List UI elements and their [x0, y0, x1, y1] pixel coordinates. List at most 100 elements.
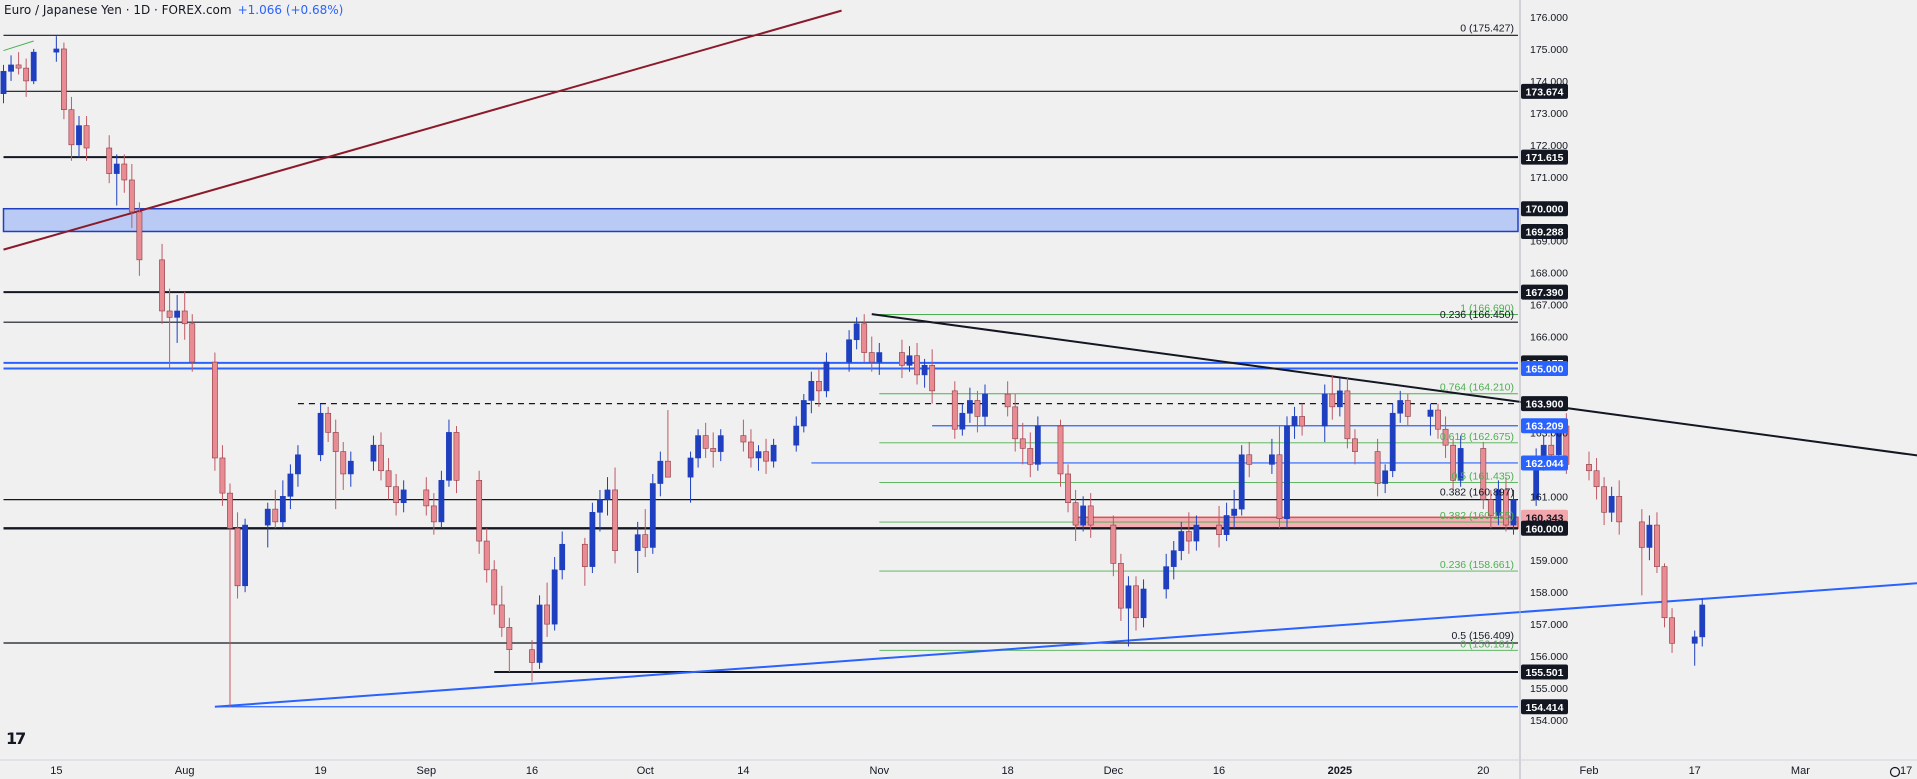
candle-body-86: [906, 355, 913, 366]
candle-body-122: [1284, 425, 1290, 519]
candle-body-18: [181, 310, 188, 325]
candle-body-100: [1057, 425, 1064, 475]
candle-body-76: [800, 400, 807, 427]
candle-body-104: [1087, 505, 1094, 526]
candle-body-85: [899, 352, 905, 366]
candle-body-147: [1548, 444, 1555, 456]
candle-body-7: [68, 109, 75, 146]
candle-body-38: [393, 486, 399, 504]
candle-body-91: [959, 412, 966, 430]
price-label-box-6: [1521, 361, 1568, 376]
candle-body-47: [491, 569, 498, 606]
candle-body-48: [498, 604, 505, 628]
candle-body-22: [227, 492, 233, 529]
candle-body-42: [438, 480, 445, 523]
candle-body-54: [559, 543, 566, 571]
x-tick-label-7: Nov: [870, 765, 890, 777]
candle-body-28: [287, 473, 294, 497]
x-tick-label-0: 15: [50, 765, 62, 777]
candle-body-23: [234, 527, 241, 587]
candle-body-99: [1034, 425, 1041, 465]
candle-body-40: [423, 489, 430, 507]
candle-body-111: [1170, 550, 1177, 567]
y-tick-label-15: 161.000: [1530, 491, 1568, 503]
candle-body-110: [1163, 566, 1170, 590]
candle-body-0: [0, 71, 7, 94]
candle-body-3: [23, 67, 30, 82]
candle-body-56: [589, 511, 596, 567]
candle-body-57: [597, 499, 603, 513]
candle-body-80: [846, 339, 852, 363]
x-tick-label-15: Mar: [1791, 765, 1810, 777]
candle-body-15: [159, 259, 165, 312]
y-tick-label-0: 176.000: [1530, 12, 1568, 24]
y-tick-label-20: 156.000: [1530, 651, 1568, 663]
candle-body-53: [551, 569, 558, 625]
symbol-title: Euro / Japanese Yen · 1D · FOREX.com: [4, 3, 232, 17]
candle-body-140: [1480, 448, 1487, 500]
blue-zone: [2, 207, 1519, 233]
x-tick-label-14: 17: [1689, 765, 1701, 777]
price-label-box-8: [1521, 418, 1568, 434]
candle-body-114: [1193, 524, 1200, 542]
x-tick-label-1: Aug: [175, 765, 195, 777]
fib-level-label-0: 1 (166.690): [1460, 302, 1514, 314]
candle-body-36: [378, 444, 384, 472]
candle-body-105: [1110, 524, 1117, 564]
candle-body-109: [1140, 588, 1147, 619]
candle-body-81: [853, 323, 860, 341]
fib-level-label-5: 0.236 (158.661): [1440, 559, 1514, 571]
candle-body-1: [8, 64, 14, 72]
level-label-1: 0.236 (166.450): [1440, 309, 1514, 321]
y-tick-label-19: 157.000: [1530, 619, 1568, 631]
candle-body-120: [1269, 454, 1275, 465]
candle-body-75: [793, 425, 800, 446]
candle-body-95: [1004, 393, 1011, 408]
candle-body-77: [808, 380, 815, 401]
candle-body-41: [430, 505, 437, 523]
price-label-box-9: [1521, 455, 1568, 471]
price-label-box-1: [1521, 149, 1568, 165]
candle-body-115: [1216, 524, 1222, 535]
candle-body-68: [710, 448, 717, 452]
candle-body-69: [717, 435, 724, 452]
price-label-7: 163.900: [1526, 399, 1564, 411]
candle-body-82: [861, 323, 868, 353]
candle-body-19: [189, 323, 196, 363]
price-label-6: 165.000: [1526, 364, 1564, 376]
candle-body-29: [295, 454, 301, 475]
candle-body-132: [1389, 412, 1396, 472]
tradingview-logo-icon[interactable]: 17: [6, 729, 26, 748]
x-tick-label-6: 14: [737, 765, 749, 777]
candle-body-150: [1586, 464, 1592, 472]
candle-body-12: [121, 163, 128, 181]
candle-body-60: [634, 534, 641, 551]
fib-level-label-4: 0.382 (160.195): [1440, 510, 1514, 522]
candle-body-16: [166, 310, 173, 318]
candle-body-20: [212, 361, 218, 459]
candle-body-31: [325, 412, 332, 433]
candle-body-21: [219, 457, 226, 494]
candle-body-50: [529, 649, 535, 663]
candle-body-52: [544, 604, 550, 625]
candle-body-61: [642, 534, 649, 548]
candle-body-64: [664, 460, 671, 478]
candle-body-97: [1019, 438, 1026, 449]
candle-body-161: [1699, 604, 1706, 638]
candle-body-141: [1487, 499, 1494, 516]
candle-body-33: [340, 451, 347, 475]
price-label-8: 163.209: [1526, 421, 1564, 433]
candle-body-71: [748, 441, 754, 459]
candle-body-113: [1185, 531, 1192, 542]
candle-body-74: [770, 444, 777, 462]
y-tick-label-18: 158.000: [1530, 587, 1568, 599]
candle-body-4: [30, 51, 37, 82]
y-tick-label-22: 154.000: [1530, 715, 1568, 727]
candle-body-63: [657, 460, 664, 484]
settings-gear-icon[interactable]: [1889, 766, 1901, 778]
price-label-3: 169.288: [1526, 226, 1564, 238]
black-trendline: [871, 313, 1917, 457]
candle-body-27: [279, 496, 286, 523]
candle-body-157: [1654, 524, 1660, 567]
